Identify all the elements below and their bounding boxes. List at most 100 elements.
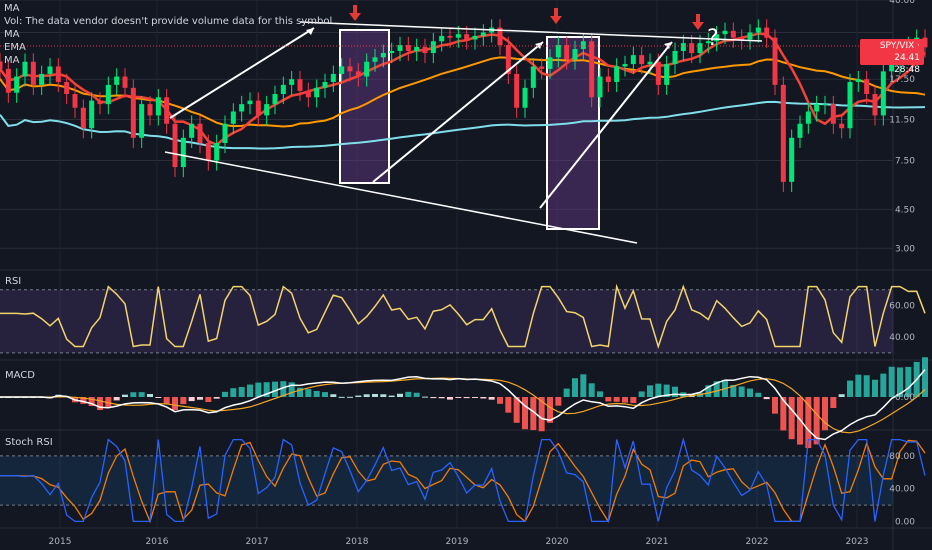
macd-histogram-bar: [347, 396, 353, 398]
candle-body: [314, 87, 320, 98]
candle-body: [480, 32, 486, 36]
candle-body: [105, 84, 111, 105]
candle-body: [547, 57, 553, 69]
macd-histogram-bar: [188, 397, 195, 402]
macd-histogram-bar: [380, 394, 387, 397]
macd-histogram-bar: [655, 383, 662, 397]
time-axis-tick: 2021: [646, 537, 669, 547]
macd-histogram-bar: [147, 394, 153, 397]
candle-body: [0, 61, 3, 69]
rsi-pane-label: RSI: [5, 276, 22, 287]
macd-histogram-bar: [588, 383, 595, 397]
candle-body: [455, 34, 461, 38]
candle-body: [164, 97, 170, 124]
price-axis-tick: 4.50: [895, 205, 915, 215]
candle-body: [22, 61, 28, 77]
candle-body: [680, 43, 686, 51]
stoch-band: [0, 455, 893, 506]
candle-body: [447, 35, 453, 38]
candle-body: [322, 82, 328, 88]
candle-body: [614, 66, 620, 83]
macd-histogram-bar: [672, 386, 678, 397]
candle-body: [297, 79, 303, 91]
candle-body: [705, 41, 711, 44]
candle-body: [330, 73, 336, 83]
ma-short-line: [0, 32, 926, 147]
macd-histogram-bar: [422, 396, 428, 398]
candle-body: [672, 50, 678, 65]
macd-histogram-bar: [438, 397, 445, 399]
macd-histogram-bar: [805, 397, 812, 449]
candle-body: [180, 137, 186, 168]
candle-body: [389, 50, 395, 54]
macd-histogram-bar: [730, 384, 737, 397]
macd-histogram-bar: [247, 384, 253, 397]
candle-body: [139, 104, 145, 138]
candle-body: [305, 90, 311, 98]
candle-body: [514, 73, 520, 108]
macd-histogram-bar: [605, 397, 612, 402]
candle-body: [272, 94, 278, 105]
macd-histogram-bar: [355, 395, 362, 397]
candle-body: [847, 82, 853, 129]
candle-body: [830, 104, 836, 124]
candle-body: [130, 87, 136, 138]
price-axis-tick: 17.50: [889, 75, 915, 85]
macd-histogram-bar: [772, 397, 778, 414]
macd-histogram-bar: [155, 397, 162, 398]
candle-body: [639, 55, 645, 65]
candle-body: [197, 123, 203, 143]
macd-histogram-bar: [897, 367, 903, 397]
macd-histogram-bar: [863, 375, 870, 397]
macd-histogram-bar: [538, 397, 545, 432]
candle-body: [814, 104, 820, 112]
candle-body: [422, 46, 428, 54]
candle-body: [147, 104, 153, 116]
candle-body: [5, 68, 11, 93]
macd-histogram-bar: [872, 379, 878, 397]
macd-histogram-bar: [113, 397, 120, 401]
macd-histogram-bar: [480, 397, 487, 399]
price-axis-tick: 40.00: [889, 0, 915, 6]
candle-body: [630, 55, 636, 65]
macd-histogram-bar: [238, 386, 245, 397]
candle-body: [289, 79, 295, 85]
macd-line: [0, 369, 926, 441]
macd-histogram-bar: [405, 391, 412, 397]
macd-histogram-bar: [905, 366, 912, 397]
candle-body: [872, 94, 878, 116]
macd-histogram-bar: [272, 381, 278, 397]
trend-arrowhead: [306, 28, 314, 35]
candle-body: [864, 79, 870, 95]
candle-body: [505, 45, 511, 74]
candle-body: [655, 61, 661, 85]
macd-histogram-bar: [747, 388, 753, 397]
candle-body: [172, 123, 178, 168]
macd-histogram-bar: [738, 386, 745, 397]
candle-body: [405, 45, 411, 51]
macd-histogram-bar: [580, 374, 587, 397]
macd-histogram-bar: [413, 392, 420, 397]
rsi-axis-tick: 60.00: [889, 302, 915, 312]
macd-histogram-bar: [130, 392, 137, 397]
candle-body: [689, 43, 695, 54]
candle-body: [347, 66, 353, 72]
wedge-line-2: [372, 41, 544, 183]
macd-histogram-bar: [338, 396, 345, 398]
macd-histogram-bar: [180, 397, 187, 405]
macd-histogram-bar: [430, 397, 437, 399]
macd-histogram-bar: [497, 397, 503, 404]
highlight-box-2018: [339, 29, 390, 184]
time-axis-tick: 2017: [246, 537, 269, 547]
macd-histogram-bar: [122, 394, 128, 397]
macd-histogram-bar: [213, 397, 220, 399]
rsi-band: [0, 289, 893, 353]
candle-body: [414, 46, 420, 51]
candle-body: [580, 41, 586, 49]
candle-body: [739, 37, 745, 40]
macd-histogram-bar: [105, 397, 112, 407]
macd-histogram-bar: [205, 397, 212, 403]
macd-histogram-bar: [172, 397, 178, 411]
candle-body: [722, 30, 728, 35]
candle-body: [97, 100, 103, 105]
